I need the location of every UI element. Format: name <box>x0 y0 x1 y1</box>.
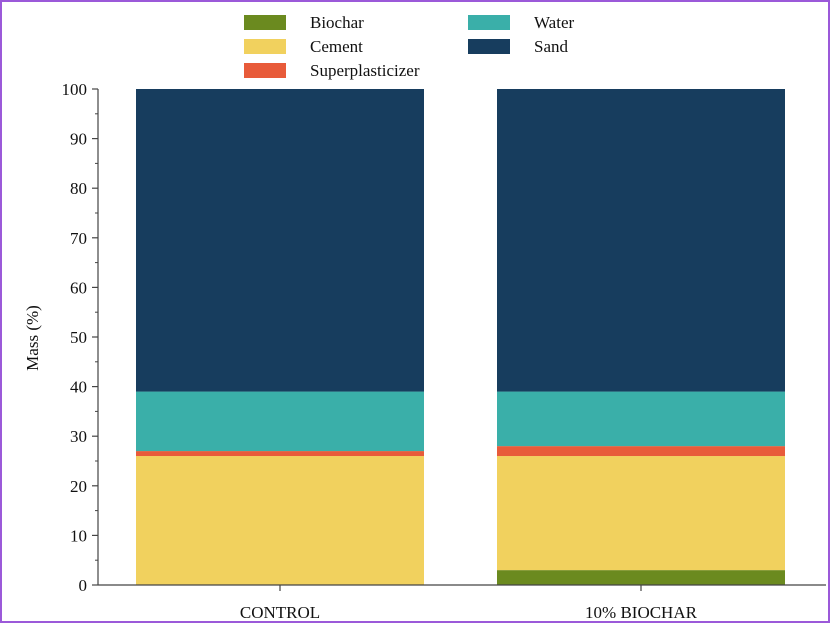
y-tick-label: 20 <box>70 477 87 496</box>
legend-swatch-sand <box>468 39 510 54</box>
y-tick-label: 60 <box>70 278 87 297</box>
bar-segment-sand-control <box>136 89 424 392</box>
bars <box>136 89 785 585</box>
legend-swatch-water <box>468 15 510 30</box>
x-tick-label-10-biochar: 10% BIOCHAR <box>585 603 698 622</box>
legend-swatch-superplasticizer <box>244 63 286 78</box>
legend-swatch-biochar <box>244 15 286 30</box>
y-tick-label: 0 <box>79 576 88 595</box>
y-tick-label: 40 <box>70 378 87 397</box>
bar-segment-water-control <box>136 391 424 452</box>
bar-segment-superplasticizer-control <box>136 451 424 457</box>
legend-label-sand: Sand <box>534 37 569 56</box>
y-tick-label: 30 <box>70 427 87 446</box>
bar-segment-superplasticizer-10-biochar <box>497 446 785 457</box>
legend-swatch-cement <box>244 39 286 54</box>
y-tick-label: 10 <box>70 526 87 545</box>
bar-segment-biochar-10-biochar <box>497 570 785 585</box>
legend-label-biochar: Biochar <box>310 13 364 32</box>
y-tick-label: 80 <box>70 179 87 198</box>
y-tick-label: 100 <box>62 80 88 99</box>
bar-segment-cement-10-biochar <box>497 456 785 571</box>
axes: 0 10 20 30 40 50 60 70 80 90 100 CONTROL 10% BIOCHAR <box>62 80 826 622</box>
x-tick-label-control: CONTROL <box>240 603 320 622</box>
y-tick-label: 50 <box>70 328 87 347</box>
y-tick-label: 90 <box>70 130 87 149</box>
legend-label-water: Water <box>534 13 574 32</box>
legend-label-superplasticizer: Superplasticizer <box>310 61 420 80</box>
bar-segment-sand-10-biochar <box>497 89 785 392</box>
legend: Biochar Cement Superplasticizer Water Sand <box>244 13 574 80</box>
y-axis-label: Mass (%) <box>23 305 42 371</box>
bar-segment-cement-control <box>136 456 424 585</box>
bar-segment-water-10-biochar <box>497 391 785 447</box>
y-tick-label: 70 <box>70 229 87 248</box>
legend-label-cement: Cement <box>310 37 363 56</box>
